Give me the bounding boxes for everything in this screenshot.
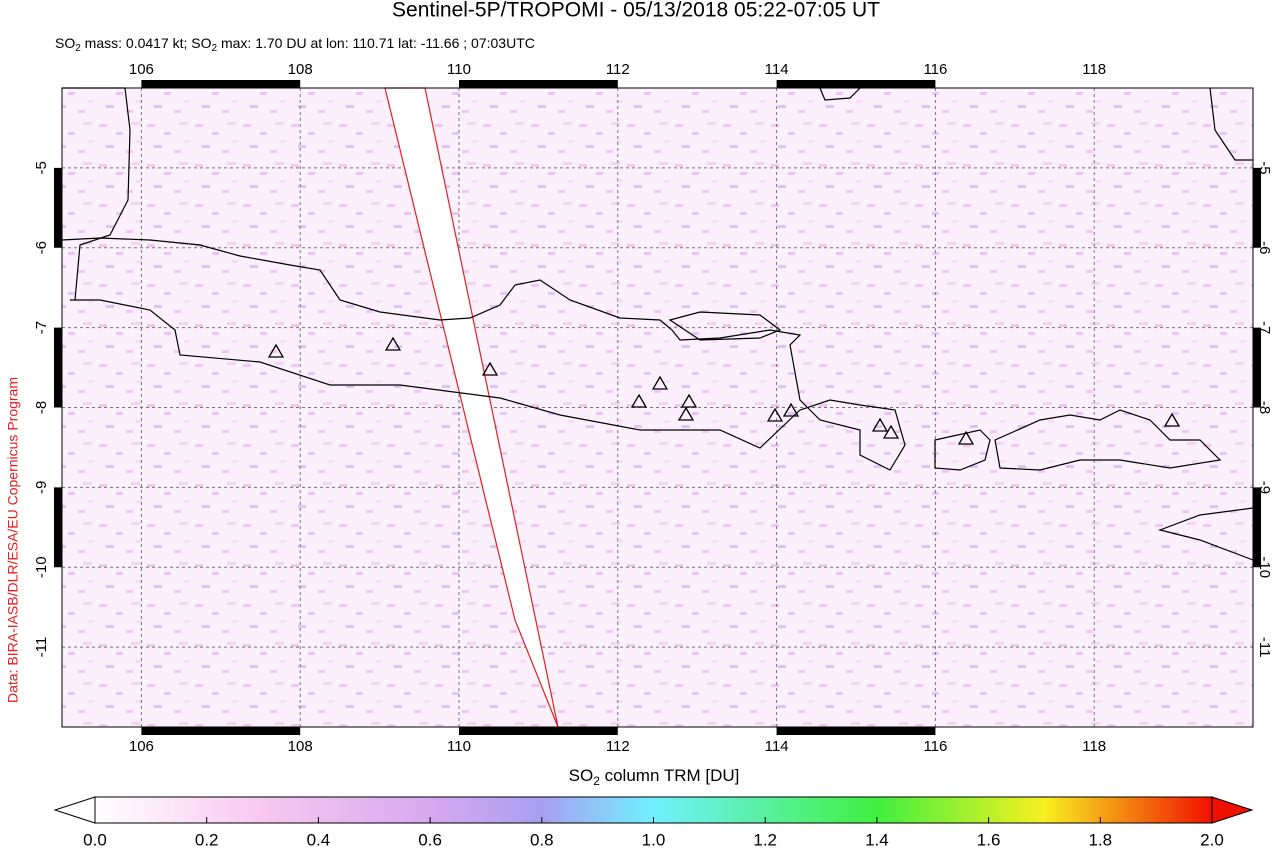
volcano	[481, 361, 499, 376]
y-tick-label-left: -6	[33, 241, 50, 254]
colorbar-tick-label: 1.0	[642, 830, 666, 849]
coastline	[994, 409, 1222, 471]
subtitle-part: mass: 0.0417 kt; SO	[81, 35, 212, 51]
frame-bands	[54, 80, 1261, 735]
colorbar-label: SO2 column TRM [DU]	[569, 766, 740, 788]
coastline	[1157, 507, 1254, 561]
x-tick-label-bottom: 118	[1082, 738, 1106, 755]
colorbar-tick-label: 0.0	[83, 830, 107, 849]
volcano	[957, 430, 975, 445]
volcano	[267, 343, 285, 358]
frame-band	[1253, 167, 1261, 248]
x-tick-label-top: 110	[447, 61, 471, 78]
y-tick-label-right: -6	[1256, 241, 1272, 254]
volcano	[384, 336, 402, 351]
subtitle: SO2 mass: 0.0417 kt; SO2 max: 1.70 DU at…	[55, 35, 535, 54]
colorbar-tick-label: 1.8	[1088, 830, 1112, 849]
y-tick-label-left: -8	[33, 401, 50, 414]
title: Sentinel-5P/TROPOMI - 05/13/2018 05:22-0…	[392, 0, 880, 22]
y-tick-label-right: -10	[1256, 556, 1272, 578]
volcano	[782, 402, 800, 417]
colorbar-tick-label: 1.2	[753, 830, 777, 849]
colorbar-tick-label: 0.6	[418, 830, 442, 849]
frame-band	[459, 80, 618, 88]
coastline	[61, 237, 906, 471]
credit: Data: BIRA-IASB/DLR/ESA/EU Copernicus Pr…	[5, 377, 21, 703]
x-tick-label-bottom: 108	[288, 738, 313, 755]
volcano	[680, 393, 698, 408]
subtitle-part: 2	[75, 43, 81, 54]
y-tick-label-left: -9	[33, 481, 50, 494]
x-tick-label-bottom: 116	[923, 738, 947, 755]
y-tick-label-right: -9	[1256, 481, 1272, 494]
volcanoes	[267, 336, 1181, 445]
colorbar-label-part: 2	[593, 774, 600, 788]
x-tick-label-top: 106	[129, 61, 154, 78]
colorbar-tick-label: 0.2	[195, 830, 219, 849]
y-tick-label-right: -5	[1256, 161, 1272, 174]
x-tick-label-top: 118	[1082, 61, 1106, 78]
volcano	[882, 424, 900, 439]
coastline	[819, 87, 861, 101]
y-tick-label-right: -11	[1256, 637, 1272, 658]
y-tick-label-left: -11	[33, 637, 50, 658]
x-tick-label-bottom: 112	[606, 738, 630, 755]
colorbar-tick-label: 2.0	[1200, 830, 1224, 849]
colorbar-tick-label: 0.4	[307, 830, 331, 849]
volcano	[630, 393, 648, 408]
frame-band	[141, 727, 301, 735]
x-tick-label-top: 114	[765, 61, 789, 78]
frame-band	[141, 80, 301, 88]
x-tick-label-bottom: 114	[765, 738, 789, 755]
coastline	[1209, 87, 1253, 161]
volcano	[871, 417, 889, 432]
x-tick-label-bottom: 110	[447, 738, 471, 755]
x-tick-label-top: 116	[923, 61, 947, 78]
colorbar-under	[53, 796, 96, 824]
frame-band	[1253, 327, 1261, 408]
frame-band	[54, 487, 62, 568]
colorbar-tick-label: 1.6	[977, 830, 1001, 849]
frame-band	[54, 327, 62, 408]
volcano	[766, 407, 784, 422]
colorbar-label-part: SO	[569, 766, 594, 785]
subtitle-part: max: 1.70 DU at lon: 110.71 lat: -11.66 …	[217, 35, 535, 51]
y-tick-label-left: -5	[33, 161, 50, 174]
y-tick-label-left: -7	[33, 321, 50, 334]
colorbar-over	[1211, 796, 1254, 824]
colorbar-tick-label: 1.4	[865, 830, 889, 849]
grid	[62, 88, 1253, 727]
subtitle-part: SO	[55, 35, 75, 51]
coastline	[668, 311, 782, 341]
y-tick-label-left: -10	[33, 556, 50, 578]
coastline	[934, 429, 991, 471]
x-tick-label-bottom: 106	[129, 738, 154, 755]
frame-band	[459, 727, 618, 735]
subtitle-part: 2	[212, 43, 218, 54]
colorbar-tick-label: 0.8	[530, 830, 554, 849]
volcano	[677, 406, 695, 421]
volcano	[651, 375, 669, 390]
y-tick-label-right: -7	[1256, 321, 1272, 334]
frame-band	[776, 727, 936, 735]
volcano	[1163, 412, 1181, 427]
frame-band	[1253, 487, 1261, 568]
colorbar-label-part: column TRM [DU]	[600, 766, 740, 785]
x-tick-label-top: 108	[288, 61, 313, 78]
x-tick-label-top: 112	[606, 61, 630, 78]
y-tick-label-right: -8	[1256, 401, 1272, 414]
frame-band	[776, 80, 936, 88]
frame-band	[54, 167, 62, 248]
